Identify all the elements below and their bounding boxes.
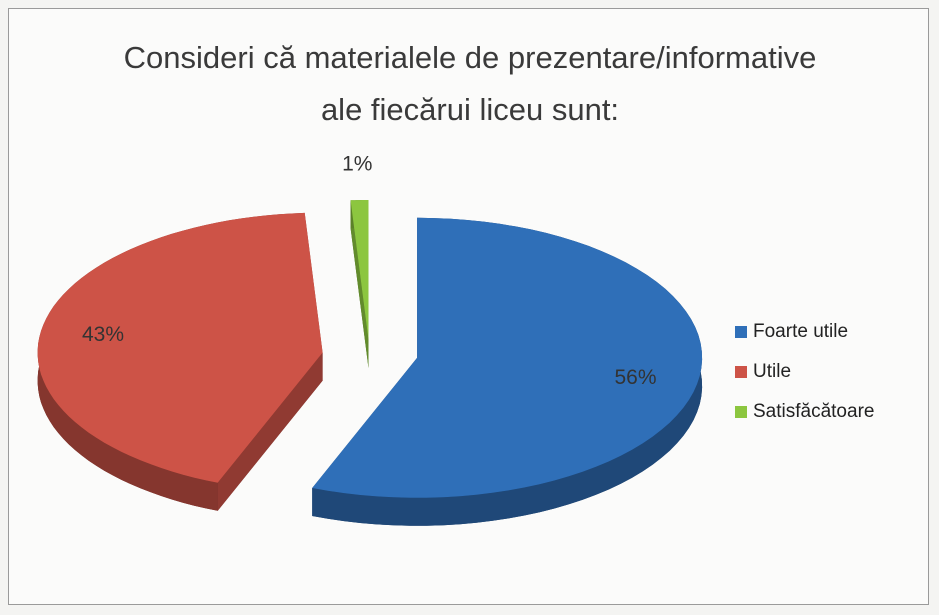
legend-label: Utile: [753, 361, 791, 382]
slice: [350, 200, 369, 341]
data-label: 56%: [614, 366, 656, 389]
chart-title: Consideri că materialele de prezentare/i…: [123, 40, 817, 127]
slice-side: [350, 200, 369, 369]
slice: [37, 212, 323, 483]
data-label: 1%: [342, 153, 372, 176]
legend-swatch: [735, 366, 747, 378]
data-label: 43%: [82, 323, 124, 346]
slice-side: [312, 217, 703, 526]
slice-side: [217, 352, 323, 511]
legend-label: Foarte utile: [753, 321, 848, 342]
slice: [312, 217, 703, 498]
legend-swatch: [735, 406, 747, 418]
legend-label: Satisfăcătoare: [753, 401, 874, 422]
legend-swatch: [735, 326, 747, 338]
